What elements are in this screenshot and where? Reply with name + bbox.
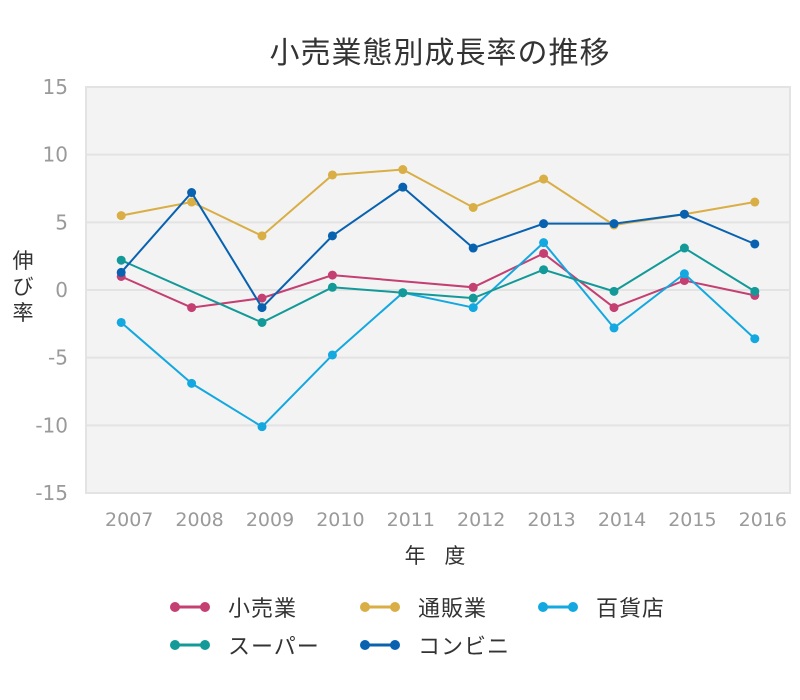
data-point[interactable] [750, 286, 760, 296]
data-point[interactable] [468, 282, 478, 292]
data-point[interactable] [116, 267, 126, 277]
data-point[interactable] [609, 323, 619, 333]
y-tick-label: 5 [55, 210, 68, 234]
data-point[interactable] [187, 197, 197, 207]
data-point[interactable] [398, 165, 408, 175]
legend-item-convenience-store[interactable]: コンビニ [358, 630, 510, 660]
data-point[interactable] [257, 317, 267, 327]
data-point[interactable] [750, 239, 760, 249]
x-tick-label: 2007 [105, 509, 153, 531]
x-tick-label: 2015 [668, 509, 716, 531]
data-point[interactable] [257, 293, 267, 303]
data-point[interactable] [398, 182, 408, 192]
data-point[interactable] [539, 265, 549, 275]
legend-label: 百貨店 [596, 597, 666, 622]
data-point[interactable] [539, 248, 549, 258]
x-tick-label: 2012 [457, 509, 505, 531]
data-point[interactable] [187, 303, 197, 313]
data-point[interactable] [187, 378, 197, 388]
data-point[interactable] [468, 293, 478, 303]
data-point[interactable] [609, 219, 619, 229]
line-marker-icon [360, 602, 400, 612]
legend-item-retail[interactable]: 小売業 [168, 592, 297, 622]
line-marker-icon [538, 602, 578, 612]
y-tick-label: -5 [48, 346, 68, 370]
data-point[interactable] [539, 174, 549, 184]
y-tick-label: 15 [43, 75, 68, 99]
series-line [120, 241, 756, 428]
x-tick-label: 2008 [175, 509, 223, 531]
data-point[interactable] [609, 286, 619, 296]
data-point[interactable] [327, 270, 337, 280]
data-point[interactable] [187, 188, 197, 198]
data-point[interactable] [750, 197, 760, 207]
data-point[interactable] [257, 231, 267, 241]
series-コンビニ [116, 182, 760, 313]
x-axis-label: 年 度 [404, 544, 472, 568]
series-百貨店 [116, 238, 760, 432]
data-point[interactable] [679, 209, 689, 219]
data-point[interactable] [327, 350, 337, 360]
data-point[interactable] [468, 202, 478, 212]
y-tick-label: 10 [43, 143, 68, 167]
plot-area [85, 86, 791, 494]
x-tick-label: 2009 [246, 509, 294, 531]
line-marker-icon [170, 602, 210, 612]
y-tick-label: 0 [55, 278, 68, 302]
x-tick-label: 2010 [316, 509, 364, 531]
legend-item-department-store[interactable]: 百貨店 [536, 592, 665, 622]
data-point[interactable] [116, 255, 126, 265]
x-tick-label: 2016 [739, 509, 787, 531]
series-スーパー [116, 243, 760, 327]
data-point[interactable] [679, 276, 689, 286]
legend-item-mail-order[interactable]: 通販業 [358, 592, 487, 622]
data-point[interactable] [750, 334, 760, 344]
x-axis-ticks: 2007 2008 2009 2010 2011 2012 2013 2014 2015 2016 [105, 509, 787, 531]
data-point[interactable] [398, 288, 408, 298]
line-marker-icon [360, 640, 400, 650]
x-tick-label: 2013 [527, 509, 575, 531]
data-point[interactable] [468, 243, 478, 253]
y-tick-label: -10 [35, 413, 68, 437]
y-tick-label: -15 [35, 481, 68, 505]
line-marker-icon [170, 640, 210, 650]
series-line [120, 185, 756, 310]
data-point[interactable] [539, 238, 549, 248]
y-axis-label: 伸び率 [12, 249, 34, 325]
legend-label: スーパー [228, 635, 320, 660]
data-point[interactable] [257, 422, 267, 432]
data-point[interactable] [327, 231, 337, 241]
x-tick-label: 2014 [598, 509, 646, 531]
series-layer [116, 165, 760, 432]
legend-label: コンビニ [418, 635, 511, 660]
data-point[interactable] [257, 303, 267, 313]
x-tick-label: 2011 [387, 509, 435, 531]
data-point[interactable] [679, 243, 689, 253]
data-point[interactable] [679, 269, 689, 279]
data-point[interactable] [116, 211, 126, 221]
legend-label: 小売業 [228, 597, 298, 622]
chart-title: 小売業態別成長率の推移 [269, 36, 611, 71]
legend-label: 通販業 [418, 597, 488, 622]
data-point[interactable] [327, 170, 337, 180]
data-point[interactable] [539, 219, 549, 229]
data-point[interactable] [327, 282, 337, 292]
data-point[interactable] [116, 317, 126, 327]
data-point[interactable] [609, 303, 619, 313]
legend-item-supermarket[interactable]: スーパー [168, 630, 320, 660]
y-axis-ticks: 15 10 5 0 -5 -10 -15 [35, 75, 68, 505]
data-point[interactable] [468, 303, 478, 313]
